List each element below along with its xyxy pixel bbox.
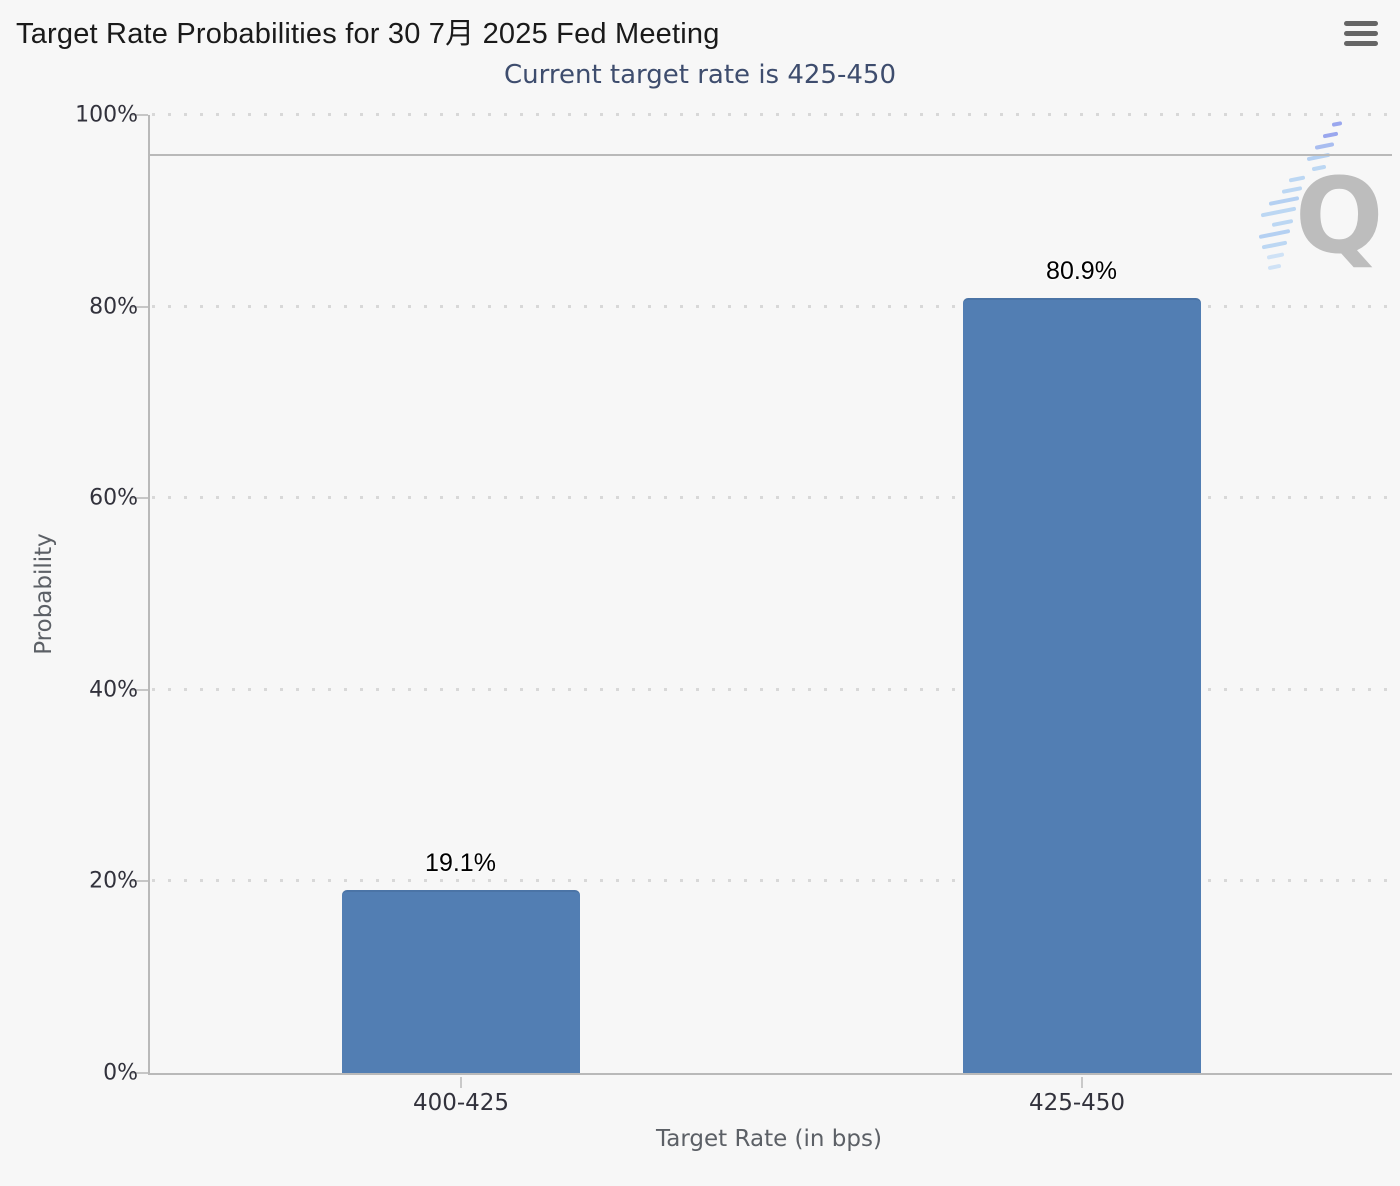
hamburger-menu-icon[interactable] bbox=[1344, 16, 1384, 50]
hamburger-bar bbox=[1344, 40, 1378, 46]
y-axis-label-100: 100% bbox=[75, 102, 138, 128]
hamburger-bar bbox=[1344, 30, 1378, 36]
x-tick bbox=[1080, 1077, 1083, 1088]
bar-400-425[interactable] bbox=[341, 890, 580, 1073]
hamburger-bar bbox=[1344, 20, 1378, 26]
gridline-80 bbox=[152, 304, 1392, 308]
y-axis-label-0: 0% bbox=[103, 1060, 138, 1086]
y-axis-label-60: 60% bbox=[89, 485, 138, 511]
gridline-60 bbox=[152, 496, 1392, 500]
bar-value-label: 19.1% bbox=[425, 849, 496, 878]
y-tick bbox=[132, 497, 148, 500]
y-tick bbox=[132, 114, 148, 116]
y-tick bbox=[132, 305, 148, 308]
x-tick bbox=[459, 1077, 462, 1088]
gridline-20 bbox=[152, 879, 1392, 883]
gridline-40 bbox=[152, 687, 1392, 691]
x-axis-title: Target Rate (in bps) bbox=[656, 1126, 882, 1152]
plot-area: 19.1% 80.9% bbox=[132, 113, 1392, 1088]
y-axis-label-40: 40% bbox=[89, 677, 138, 703]
bar-425-450[interactable] bbox=[962, 297, 1201, 1073]
x-axis-label-400-425: 400-425 bbox=[412, 1090, 510, 1116]
chart-title: Target Rate Probabilities for 30 7月 2025… bbox=[16, 18, 720, 50]
plot-band-line bbox=[150, 154, 1392, 157]
y-tick bbox=[132, 1072, 148, 1074]
bar-value-label: 80.9% bbox=[1046, 256, 1117, 285]
y-tick bbox=[132, 880, 148, 883]
y-tick bbox=[132, 688, 148, 691]
y-axis-label-20: 20% bbox=[89, 868, 138, 894]
y-axis-title: Probability bbox=[31, 533, 57, 655]
x-axis-label-425-450: 425-450 bbox=[1028, 1090, 1126, 1116]
chart-subtitle: Current target rate is 425-450 bbox=[504, 60, 896, 90]
y-axis-label-80: 80% bbox=[89, 294, 138, 320]
gridline-100 bbox=[152, 113, 1392, 116]
